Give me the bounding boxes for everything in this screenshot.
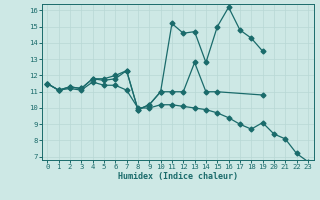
X-axis label: Humidex (Indice chaleur): Humidex (Indice chaleur) bbox=[118, 172, 237, 181]
